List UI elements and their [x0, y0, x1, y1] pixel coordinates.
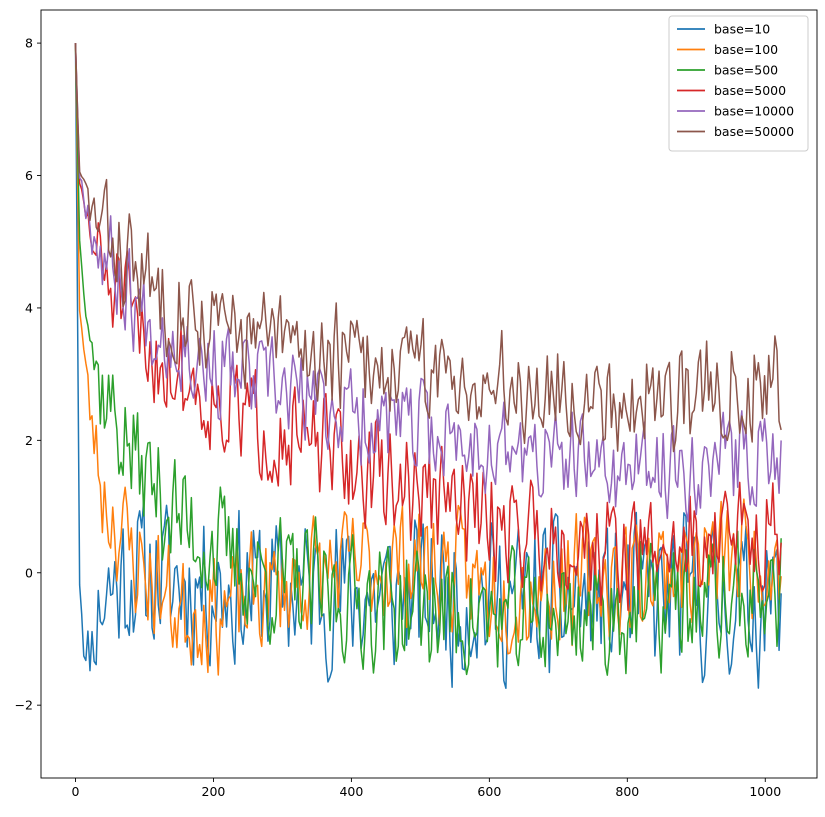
- legend-label: base=100: [714, 42, 778, 57]
- y-tick-label: 6: [25, 168, 33, 183]
- legend-label: base=5000: [714, 83, 786, 98]
- x-tick-label: 1000: [749, 784, 781, 799]
- y-tick-label: 8: [25, 36, 33, 51]
- series-line-base-10000: [74, 43, 782, 523]
- x-axis: 0 200 400 600 800 1000: [72, 778, 781, 799]
- y-tick-label: 2: [25, 433, 33, 448]
- series-line-base-50000: [74, 43, 782, 453]
- series-line-base-500: [74, 43, 782, 676]
- legend-label: base=10000: [714, 104, 794, 119]
- y-tick-label: 0: [25, 565, 33, 580]
- legend: base=10 base=100 base=500 base=5000 base=100…: [668, 15, 809, 152]
- series-line-base-5000: [74, 43, 782, 611]
- x-tick-label: 400: [339, 784, 363, 799]
- x-tick-label: 0: [72, 784, 80, 799]
- series-layer: [74, 43, 782, 690]
- x-tick-label: 800: [615, 784, 639, 799]
- plot-frame: [40, 9, 818, 779]
- legend-label: base=10: [714, 22, 770, 37]
- legend-label: base=50000: [714, 124, 794, 139]
- x-tick-label: 200: [202, 784, 226, 799]
- y-axis: −2 0 2 4 6 8: [15, 36, 41, 713]
- x-tick-label: 600: [477, 784, 501, 799]
- y-tick-label: −2: [15, 698, 33, 713]
- y-tick-label: 4: [25, 300, 33, 315]
- legend-label: base=500: [714, 63, 778, 78]
